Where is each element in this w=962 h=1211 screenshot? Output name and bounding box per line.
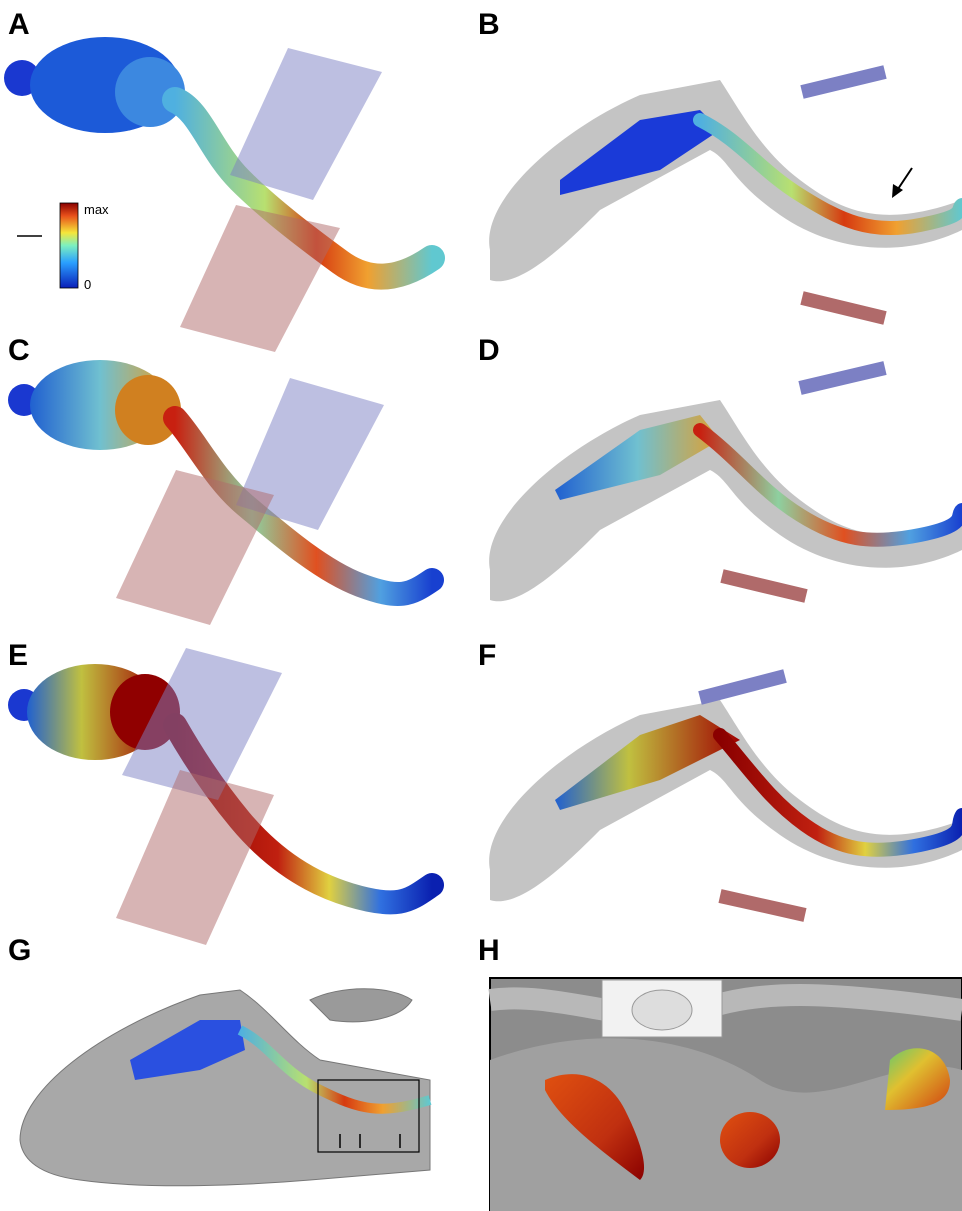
cord-section (693, 113, 962, 236)
colorbar-min: 0 (84, 277, 91, 292)
panel-label: H (478, 934, 500, 967)
panel-label: A (8, 8, 30, 41)
skull-section (489, 400, 962, 602)
scapula (309, 988, 413, 1023)
panel-c (8, 360, 444, 625)
plane-blue (236, 378, 384, 530)
brain-section (555, 715, 740, 810)
brain-exposed (130, 1020, 245, 1080)
brain-section (560, 110, 720, 195)
colorbar (59, 202, 79, 289)
panel-g (19, 988, 432, 1187)
panel-label: C (8, 334, 30, 367)
plane-red (116, 770, 274, 945)
panel-label: B (478, 8, 500, 41)
colorbar-max: max (84, 202, 109, 217)
plane-red-edge (720, 569, 808, 603)
plane-red-edge (800, 291, 887, 325)
panel-label: E (8, 639, 28, 672)
cerebellum (115, 375, 181, 445)
cord-exposed (237, 1025, 432, 1114)
panel-f (489, 669, 962, 922)
plane-blue (122, 648, 282, 800)
section-3 (885, 1048, 950, 1110)
panel-d (489, 361, 962, 603)
brain-section (555, 415, 720, 500)
plane-red (116, 470, 274, 625)
cord-section (713, 728, 962, 857)
skull-section (489, 80, 962, 282)
section-1 (545, 1074, 645, 1180)
skull-3d (19, 989, 431, 1187)
panel-b (489, 65, 962, 325)
plane-blue-edge (698, 669, 787, 705)
panel-label: G (8, 934, 31, 967)
panel-label: F (478, 639, 496, 672)
panel-h (488, 977, 962, 1211)
plane-red (180, 205, 340, 352)
panel-a: max 0 (4, 37, 445, 352)
plane-blue-edge (798, 361, 887, 395)
panel-e (8, 648, 444, 945)
zoom-box (317, 1079, 420, 1153)
arrow-head (892, 184, 903, 198)
section-2 (720, 1112, 780, 1168)
plane-blue (230, 48, 382, 200)
plane-blue-edge (800, 65, 887, 99)
panel-label: D (478, 334, 500, 367)
inset-cord (631, 989, 693, 1031)
arrows (339, 1134, 401, 1148)
spinal-cord (163, 406, 444, 607)
plane-red-edge (718, 889, 807, 922)
cord-section (693, 423, 962, 547)
